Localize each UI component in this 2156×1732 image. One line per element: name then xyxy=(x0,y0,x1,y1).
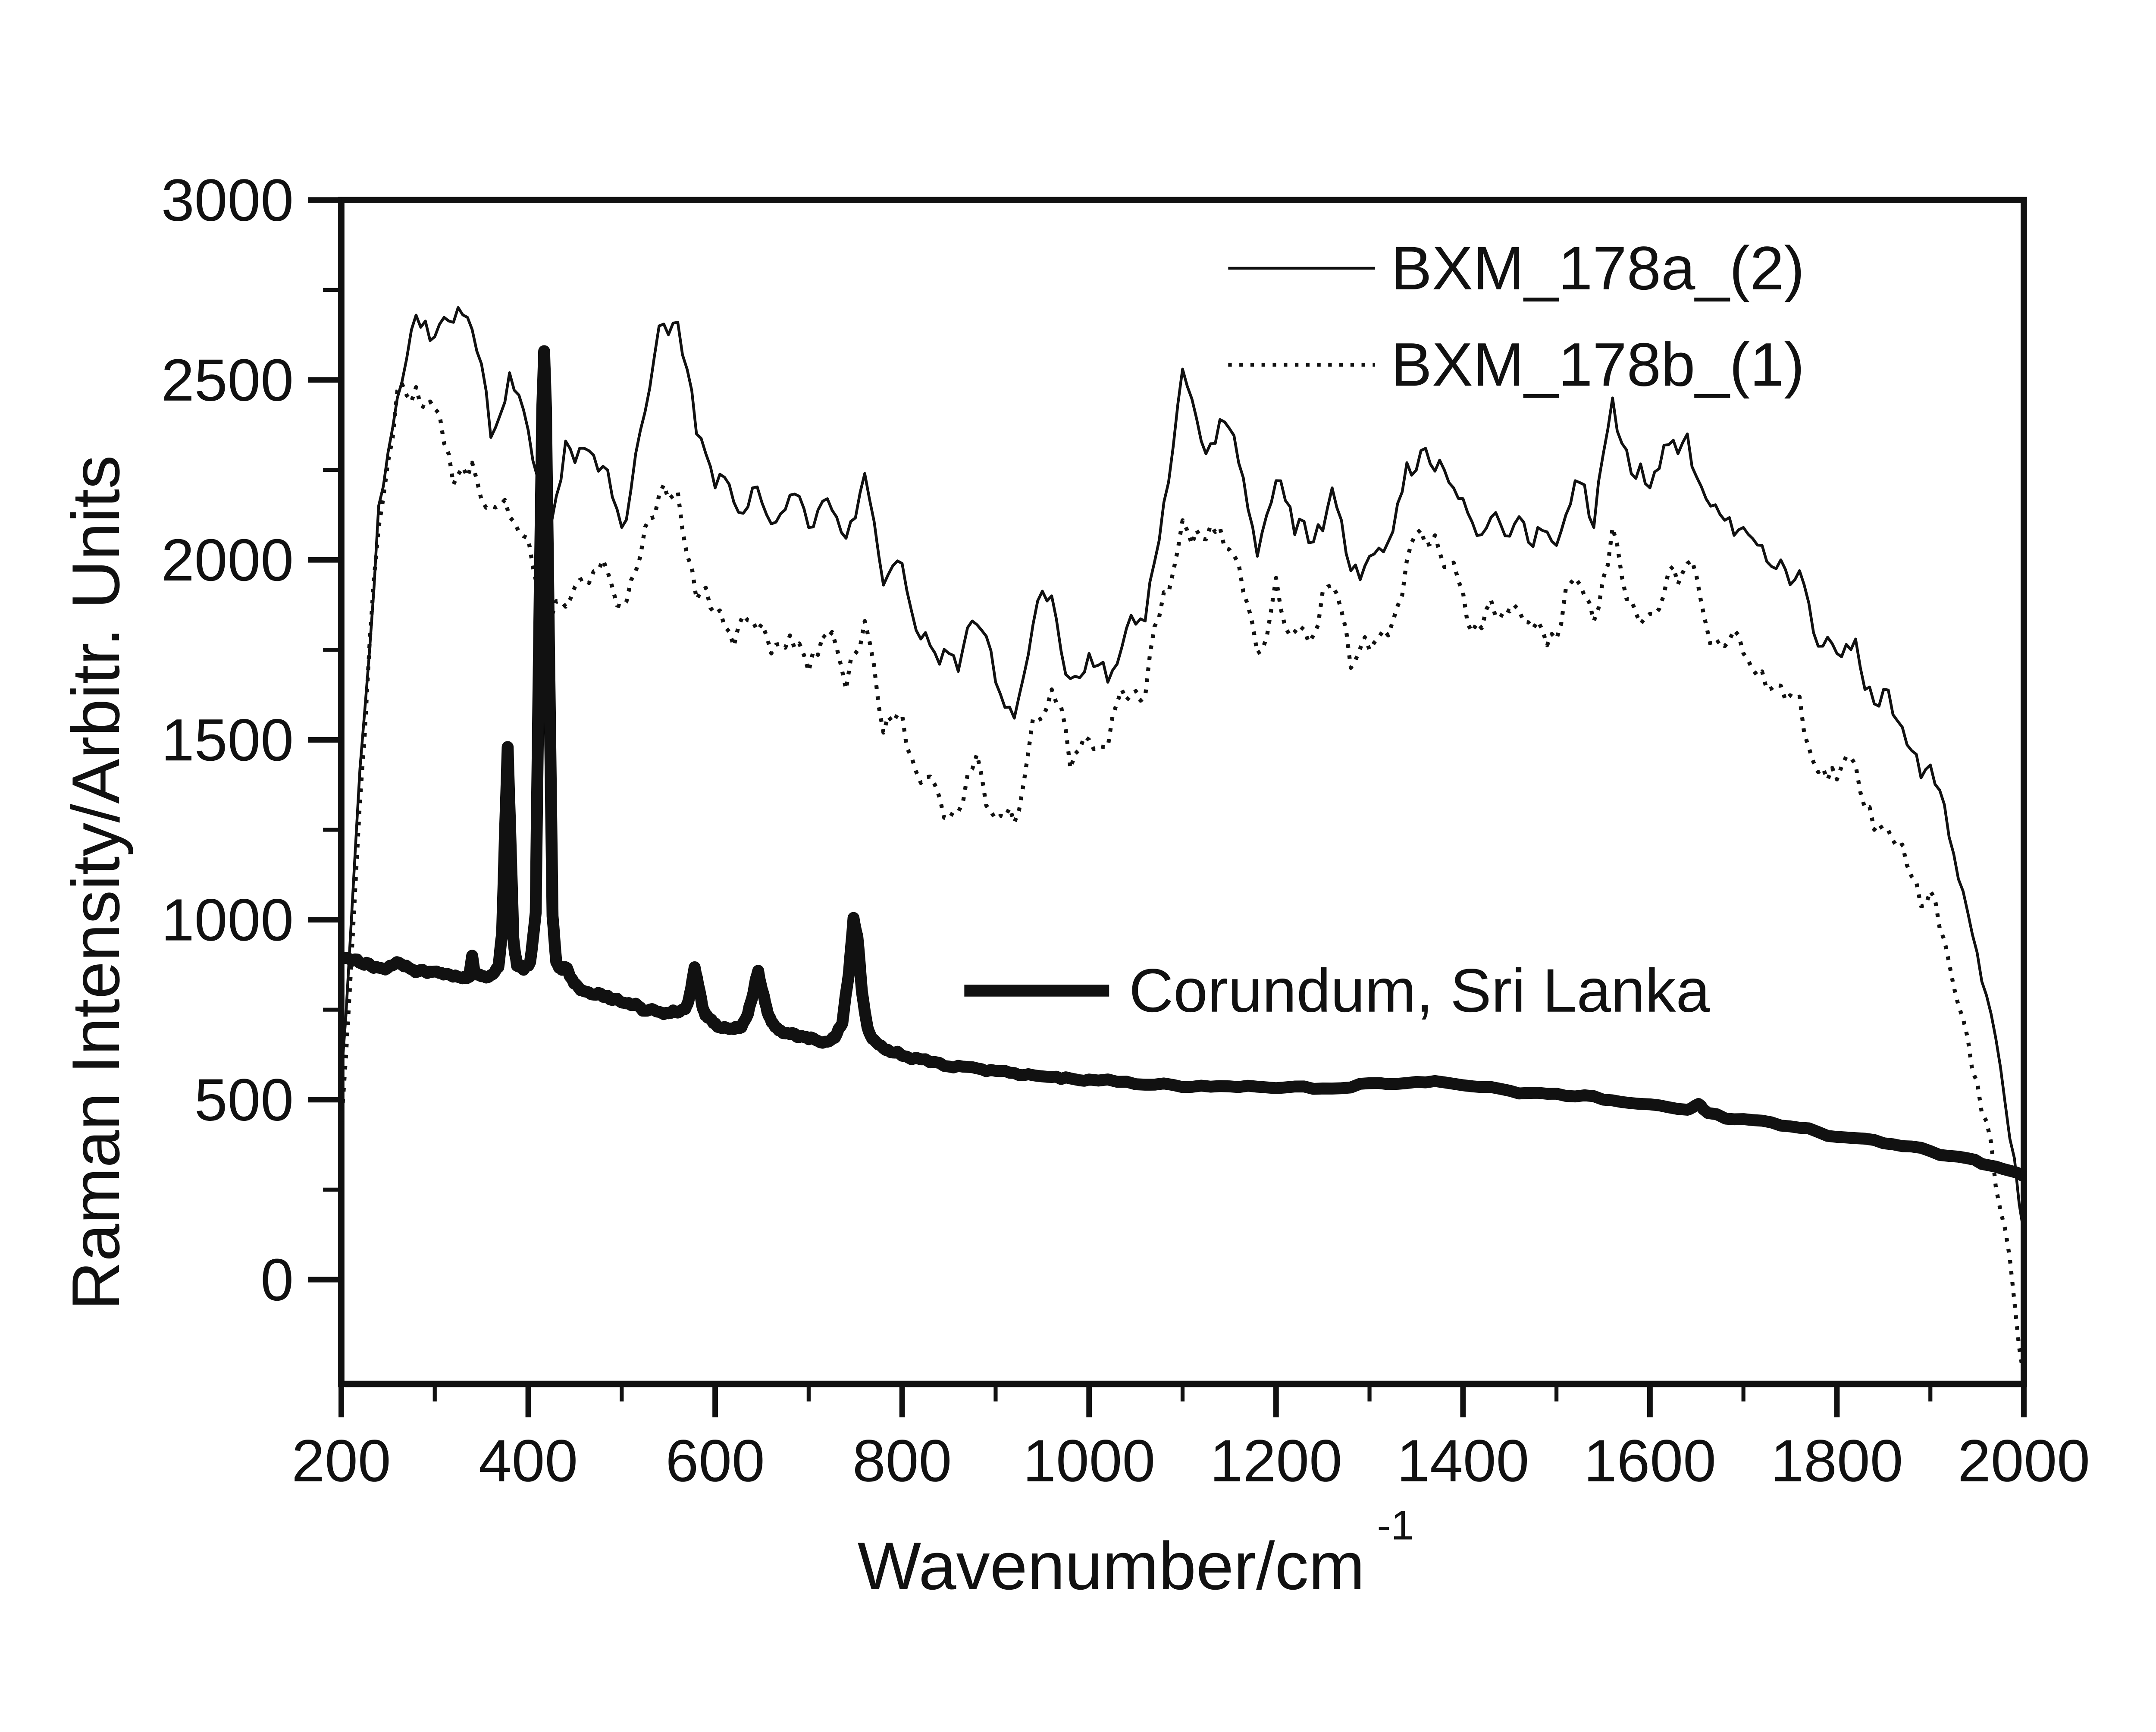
y-tick-label: 3000 xyxy=(161,167,294,234)
y-tick-label: 1000 xyxy=(161,887,294,953)
y-tick-label: 0 xyxy=(260,1247,294,1313)
series-bxm-178b-curve xyxy=(339,382,2026,1377)
y-tick-label: 2000 xyxy=(161,527,294,593)
legend: BXM_178a_(2) BXM_178b_(1) Corundum, Sri … xyxy=(964,234,1805,1025)
legend-label-bxm-178b: BXM_178b_(1) xyxy=(1391,330,1805,399)
x-tick-label: 400 xyxy=(479,1428,578,1494)
x-tick-label: 200 xyxy=(291,1428,391,1494)
y-tick-label: 1500 xyxy=(161,707,294,773)
curves-layer xyxy=(338,306,2027,1377)
y-axis-title: Raman Intensity/Arbitr. Units xyxy=(58,455,134,1310)
x-axis-title-superscript: -1 xyxy=(1377,1503,1414,1549)
x-tick-label: 1200 xyxy=(1210,1428,1342,1494)
ticks-layer xyxy=(308,197,2027,1418)
legend-label-corundum: Corundum, Sri Lanka xyxy=(1129,957,1710,1025)
y-tick-label: 2500 xyxy=(161,347,294,414)
tick-labels-layer: 0 500 1000 1500 2000 2500 3000 200 400 600 800 1000… xyxy=(161,167,2090,1494)
x-tick-label: 600 xyxy=(665,1428,765,1494)
x-tick-label: 1000 xyxy=(1023,1428,1155,1494)
x-tick-label: 800 xyxy=(852,1428,952,1494)
x-tick-label: 1600 xyxy=(1584,1428,1716,1494)
chart-background xyxy=(0,69,2156,1663)
series-bxm-178a-curve xyxy=(340,306,2025,1233)
x-tick-label: 2000 xyxy=(1958,1428,2090,1494)
series-corundum-curve xyxy=(338,345,2027,1182)
y-tick-label: 500 xyxy=(194,1067,294,1133)
x-axis-title: Wavenumber/cm xyxy=(858,1528,1365,1604)
legend-label-bxm-178a: BXM_178a_(2) xyxy=(1391,234,1805,303)
x-tick-label: 1800 xyxy=(1771,1428,1903,1494)
x-tick-label: 1400 xyxy=(1397,1428,1529,1494)
